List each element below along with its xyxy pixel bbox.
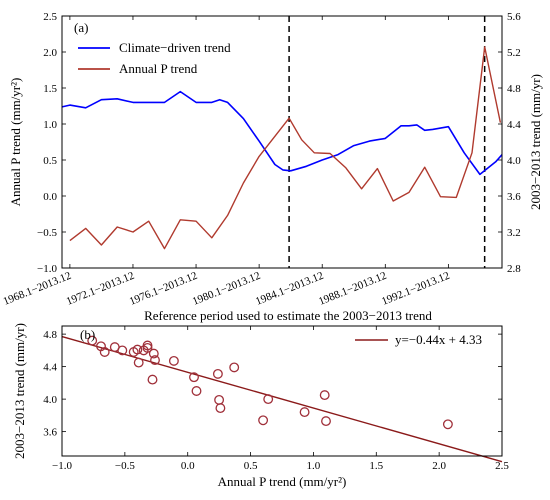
legend-label: Annual P trend (119, 61, 198, 76)
x-tick-label: 1.5 (369, 460, 383, 472)
x-tick-label: 1972.1−2013.12 (65, 270, 136, 308)
y-tick-label: 4.8 (43, 329, 57, 341)
y-right-tick-label: 4.8 (507, 83, 521, 95)
panel-label: (a) (74, 20, 88, 35)
scatter-point (133, 357, 144, 368)
x-tick-label: 2.5 (495, 460, 509, 472)
y-left-tick-label: 1.5 (43, 83, 57, 95)
scatter-point (258, 415, 269, 426)
scatter-point (147, 374, 158, 385)
x-tick-label: 1968.1−2013.12 (2, 270, 73, 308)
scatter-point (99, 347, 110, 357)
series-line-annual-p (69, 46, 502, 250)
x-tick-label: 0.5 (244, 460, 258, 472)
y-right-tick-label: 3.2 (507, 227, 521, 239)
y-left-tick-label: 0.0 (43, 191, 57, 203)
scatter-point (229, 362, 240, 373)
scatter-point (189, 372, 199, 383)
legend-label: Climate−driven trend (119, 40, 231, 55)
scatter-point (117, 345, 128, 356)
x-tick-label: −0.5 (115, 460, 135, 472)
scatter-point (168, 355, 179, 366)
scatter-point (150, 355, 160, 366)
panel-label: (b) (80, 327, 95, 342)
scatter-point (142, 340, 153, 351)
y-left-tick-label: 2.0 (43, 47, 57, 59)
x-tick-label: 1988.1−2013.12 (317, 270, 388, 308)
y-tick-label: 4.4 (43, 362, 57, 374)
fit-line (61, 335, 503, 463)
y-right-tick-label: 4.0 (507, 155, 521, 167)
y-axis-label: 2003−2013 trend (mm/yr) (12, 323, 27, 459)
y-right-tick-label: 5.2 (507, 47, 521, 59)
plot-frame (61, 325, 503, 457)
y-right-tick-label: 4.4 (507, 119, 521, 131)
y-right-tick-label: 5.6 (507, 11, 521, 23)
scatter-point (214, 394, 225, 405)
x-tick-label: 1992.1−2013.12 (380, 270, 451, 308)
x-tick-label: 1980.1−2013.12 (191, 270, 262, 308)
y-left-tick-label: 2.5 (43, 11, 57, 23)
plot-frame (61, 15, 503, 269)
series-line-climate-driven (61, 90, 503, 176)
y-right-tick-label: 3.6 (507, 191, 521, 203)
scatter-point (299, 407, 310, 418)
x-tick-label: −1.0 (52, 460, 72, 472)
y-tick-label: 3.6 (43, 427, 57, 439)
scatter-point (212, 368, 223, 379)
y-right-axis-label: 2003−2013 trend (mm/yr) (528, 74, 543, 210)
x-tick-label: 2.0 (432, 460, 446, 472)
y-left-axis-label: Annual P trend (mm/yr²) (8, 78, 23, 207)
x-tick-label: 1984.1−2013.12 (254, 270, 325, 308)
panel-b: −1.0 −0.5 0.0 0.5 1.0 1.5 2.0 2.5 3.6 4.0 4.4 4.8 (b… (12, 323, 509, 489)
y-left-tick-label: −1.0 (37, 263, 57, 275)
y-right-tick-label: 2.8 (507, 263, 521, 275)
legend-label: y=−0.44x + 4.33 (395, 332, 482, 347)
y-left-tick-label: 0.5 (43, 155, 57, 167)
y-left-tick-label: −0.5 (37, 227, 57, 239)
scatter-point (148, 348, 159, 359)
x-tick-label: 1976.1−2013.12 (128, 270, 199, 308)
scatter-point (319, 390, 330, 401)
y-tick-label: 4.0 (43, 394, 57, 406)
panel-a: −1.0 −0.5 0.0 0.5 1.0 1.5 2.0 2.5 2.8 3.2 3.6 4.0 4.… (2, 11, 543, 323)
x-tick-label: 0.0 (181, 460, 195, 472)
scatter-point (87, 335, 98, 346)
x-tick-label: 1.0 (307, 460, 321, 472)
scatter-point (132, 344, 143, 355)
y-left-tick-label: 1.0 (43, 119, 57, 131)
scatter-point (442, 419, 453, 430)
x-axis-label: Annual P trend (mm/yr²) (218, 474, 347, 489)
scatter-point (215, 403, 226, 414)
scatter-point (191, 386, 202, 396)
scatter-point (263, 394, 274, 405)
x-axis-label: Reference period used to estimate the 20… (144, 308, 432, 323)
scatter-point (321, 416, 331, 427)
